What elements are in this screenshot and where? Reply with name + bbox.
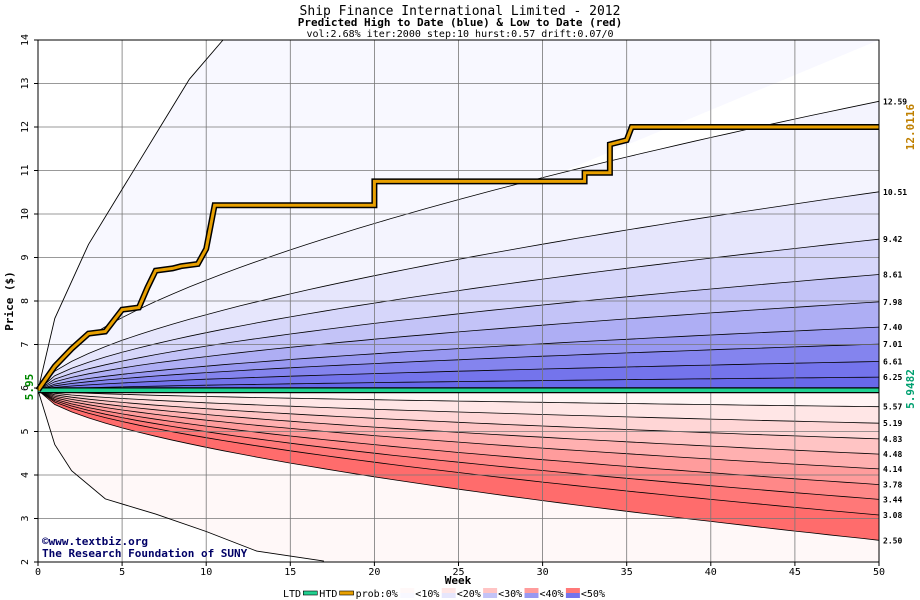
y-tick-label: 6	[20, 385, 31, 391]
legend-label: HTD	[319, 589, 337, 600]
start-price-label: 5.95	[23, 374, 36, 401]
band-end-label: 4.83	[883, 435, 902, 444]
legend-swatch-low	[400, 588, 415, 593]
band-end-label: 6.25	[883, 373, 902, 382]
legend-swatch-low	[441, 588, 456, 593]
credit-line-2: The Research Foundation of SUNY	[42, 547, 248, 560]
band-end-label: 5.19	[883, 419, 902, 428]
legend-swatch-high	[524, 593, 539, 598]
band-end-label: 7.01	[883, 340, 902, 349]
band-end-label: 10.51	[883, 188, 907, 197]
band-end-label: 9.42	[883, 235, 902, 244]
legend-swatch-high	[400, 593, 415, 598]
legend-label: <30%	[498, 589, 522, 600]
x-axis-ticks: 0 5 10 15 20 25 30 35 40 45 50	[35, 562, 885, 578]
x-tick-label: 15	[284, 567, 296, 578]
band-end-label: 3.08	[883, 511, 902, 520]
band-end-labels: 12.59 10.51 9.42 8.61 7.98 7.40 7.01 6.61 6.25 5.…	[883, 97, 907, 545]
y-tick-label: 4	[20, 472, 31, 478]
band-end-label: 8.61	[883, 270, 902, 279]
outer-curves	[37, 39, 324, 562]
legend-swatch-low	[524, 588, 539, 593]
htd-line-stroke	[36, 125, 879, 392]
legend-swatch-low	[483, 588, 498, 593]
htd-value-label: 12.0116	[904, 103, 917, 150]
x-tick-label: 50	[873, 567, 885, 578]
band-end-label: 3.44	[883, 495, 902, 504]
htd-line	[35, 124, 879, 392]
chart-params: vol:2.68% iter:2000 step:10 hurst:0.57 d…	[306, 29, 613, 40]
credit-line-1: ©www.textbiz.org	[42, 535, 148, 548]
y-axis-label: Price ($)	[3, 271, 16, 331]
y-tick-label: 13	[20, 77, 31, 89]
legend-swatch-ltd	[302, 590, 318, 596]
y-tick-label: 8	[20, 298, 31, 304]
band-end-label: 7.40	[883, 323, 902, 332]
legend-swatch-high	[565, 593, 580, 598]
legend-swatch-high	[441, 593, 456, 598]
y-tick-label: 11	[20, 164, 31, 176]
x-tick-label: 10	[200, 567, 212, 578]
legend: LTD HTD prob:0% <10% <20% <30% <40% <50%	[283, 588, 605, 600]
band-end-label: 12.59	[883, 97, 907, 106]
legend-label: <20%	[457, 589, 481, 600]
legend-swatch-htd	[339, 590, 354, 596]
band-end-label: 4.48	[883, 450, 902, 459]
x-axis-label: Week	[445, 574, 472, 587]
y-tick-label: 3	[20, 515, 31, 521]
band-end-label: 5.57	[883, 403, 902, 412]
x-tick-label: 5	[119, 567, 125, 578]
y-tick-label: 9	[20, 254, 31, 260]
y-tick-label: 2	[20, 559, 31, 565]
y-tick-label: 12	[20, 121, 31, 133]
y-axis-ticks: 2 3 4 5 6 7 8 9 10 11 12 13 14	[20, 34, 38, 565]
legend-label: LTD	[283, 589, 301, 600]
outer-low-curve	[37, 390, 324, 562]
x-tick-label: 40	[705, 567, 717, 578]
band-end-label: 3.78	[883, 481, 902, 490]
x-tick-label: 20	[368, 567, 380, 578]
y-tick-label: 14	[20, 34, 31, 46]
legend-swatch-high	[483, 593, 498, 598]
band-end-label: 7.98	[883, 298, 902, 307]
chart-subtitle: Predicted High to Date (blue) & Low to D…	[298, 16, 623, 29]
y-tick-label: 7	[20, 341, 31, 347]
x-tick-label: 45	[789, 567, 801, 578]
x-tick-label: 35	[621, 567, 633, 578]
chart-title: Ship Finance International Limited - 201…	[300, 4, 621, 19]
legend-label: <10%	[415, 589, 439, 600]
legend-label: <50%	[581, 589, 605, 600]
band-end-label: 6.61	[883, 357, 902, 366]
y-tick-label: 5	[20, 428, 31, 434]
legend-label: prob:0%	[356, 589, 398, 600]
legend-swatch-low	[565, 588, 580, 593]
x-tick-label: 25	[452, 567, 464, 578]
x-tick-label: 30	[537, 567, 549, 578]
band-end-label: 4.14	[883, 465, 902, 474]
outer-high-curve	[37, 39, 224, 391]
y-tick-label: 10	[20, 208, 31, 220]
ltd-value-label: 5.9482	[904, 369, 917, 409]
band-end-label: 2.50	[883, 536, 902, 545]
legend-label: <40%	[540, 589, 564, 600]
x-tick-label: 0	[35, 567, 41, 578]
